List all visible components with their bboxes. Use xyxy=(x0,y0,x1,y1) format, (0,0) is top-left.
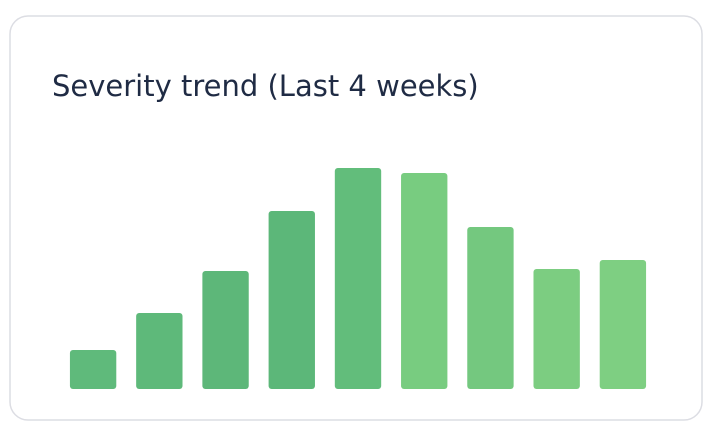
bar xyxy=(69,350,117,389)
bar xyxy=(136,313,183,389)
bar xyxy=(599,260,647,389)
bar xyxy=(401,173,448,389)
chart-title: Severity trend (Last 4 weeks) xyxy=(52,69,479,103)
bar xyxy=(268,211,315,389)
bar xyxy=(467,227,514,389)
bar xyxy=(202,271,249,389)
bar xyxy=(533,269,580,389)
bar xyxy=(334,168,382,389)
